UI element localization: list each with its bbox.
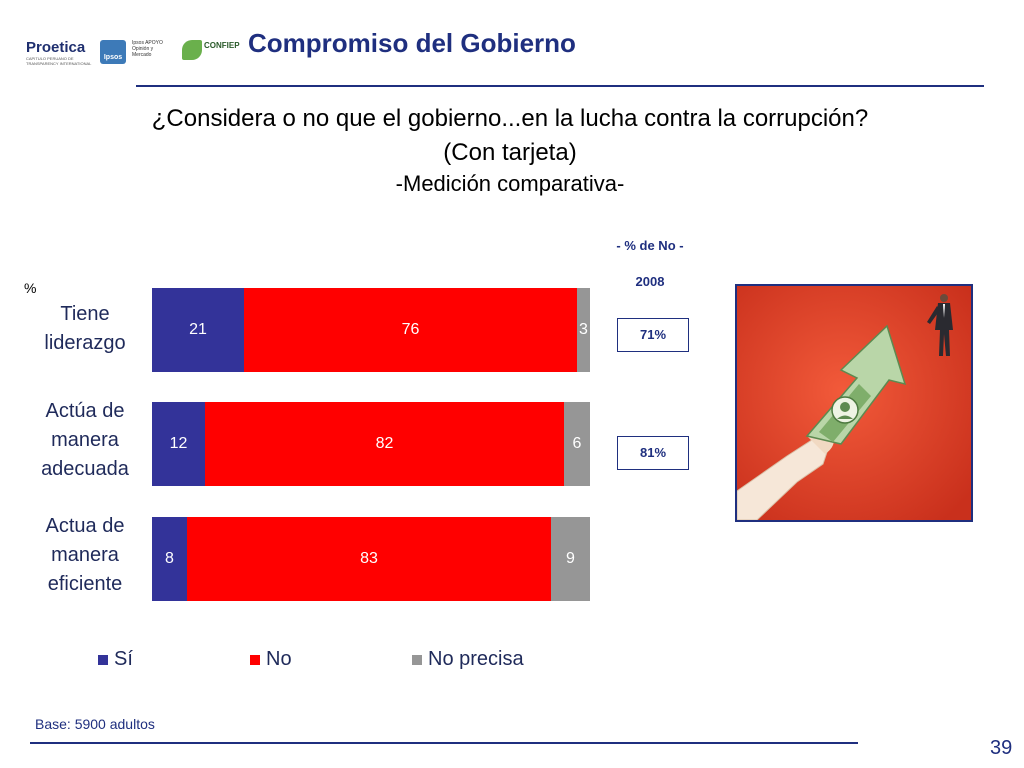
confiep-logo: CONFIEP — [182, 38, 242, 62]
data-label: 21 — [189, 321, 207, 338]
comparison-value-box: 81% — [617, 436, 689, 470]
data-label: 8 — [165, 550, 174, 567]
footer-divider — [30, 742, 858, 744]
ipsos-apoyo-subtitle: Opinión y Mercado — [132, 46, 154, 58]
confiep-leaf-icon — [182, 40, 202, 60]
bar-segment — [244, 288, 577, 372]
unit-label: % — [24, 280, 37, 296]
bar-segment — [187, 517, 551, 601]
header-divider — [136, 85, 984, 87]
question-line-2: (Con tarjeta) — [443, 139, 577, 166]
comparison-heading: - % de No - — [616, 238, 684, 253]
legend-label: Sí — [114, 648, 133, 670]
bar-segment — [564, 402, 590, 486]
comparison-value-box: 71% — [617, 318, 689, 352]
legend-swatch — [250, 654, 260, 665]
proetica-logo-text: Proetica — [26, 39, 86, 56]
data-label: 82 — [375, 435, 394, 452]
page-number: 39 — [990, 737, 1013, 759]
ipsos-apoyo-name: Ipsos APOYO — [132, 40, 163, 46]
question-line-1: ¿Considera o no que el gobierno...en la … — [151, 105, 869, 132]
data-label: 6 — [572, 435, 582, 452]
legend-item: No precisa — [412, 648, 524, 671]
legend-label: No — [266, 648, 292, 670]
comparison-year: 2008 — [635, 274, 665, 289]
money-arrow-image — [737, 286, 971, 520]
ipsos-logo: Ipsos — [100, 40, 126, 64]
question-subtitle: -Medición comparativa- — [395, 171, 625, 196]
data-label: 3 — [579, 321, 588, 338]
question-title: ¿Considera o no que el gobierno...en la … — [40, 102, 980, 170]
legend-item: No — [250, 648, 292, 671]
bar-segment — [152, 517, 187, 601]
proetica-logo-subtitle: CAPITULO PERUANO DE TRANSPARENCY INTERNA… — [26, 56, 92, 66]
bar-segment — [577, 288, 590, 372]
bar-segment — [551, 517, 590, 601]
ipsos-logo-text: Ipsos — [103, 54, 123, 61]
bar-segment — [205, 402, 564, 486]
category-label: Actúa de manera adecuada — [41, 400, 129, 480]
legend-swatch — [412, 654, 422, 665]
bar-segment — [152, 402, 205, 486]
confiep-logo-text: CONFIEP — [204, 41, 240, 50]
proetica-logo: Proetica CAPITULO PERUANO DE TRANSPARENC… — [26, 39, 92, 67]
base-note: Base: 5900 adultos — [35, 716, 155, 732]
data-label: 12 — [169, 435, 188, 452]
legend-label: No precisa — [428, 648, 524, 670]
ipsos-apoyo-logo: Ipsos APOYO Opinión y Mercado — [132, 40, 172, 58]
page-title: Compromiso del Gobierno — [248, 28, 576, 58]
bar-segment — [152, 288, 244, 372]
money-arrow-illustration — [735, 284, 973, 522]
legend-item: Sí — [98, 648, 133, 671]
data-label: 76 — [401, 321, 420, 338]
data-label: 9 — [566, 550, 575, 567]
category-label: Tiene liderazgo — [44, 303, 126, 354]
data-label: 83 — [360, 550, 378, 567]
legend-swatch — [98, 654, 108, 665]
category-label: Actua de manera eficiente — [45, 515, 125, 595]
